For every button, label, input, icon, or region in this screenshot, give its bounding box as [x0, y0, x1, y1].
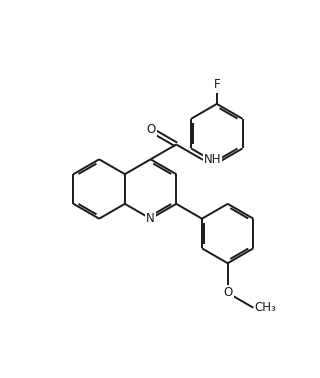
Text: O: O: [223, 287, 232, 299]
Text: O: O: [146, 123, 155, 136]
Text: F: F: [213, 78, 220, 91]
Text: N: N: [146, 212, 155, 225]
Text: CH₃: CH₃: [255, 301, 276, 314]
Text: NH: NH: [204, 153, 221, 166]
